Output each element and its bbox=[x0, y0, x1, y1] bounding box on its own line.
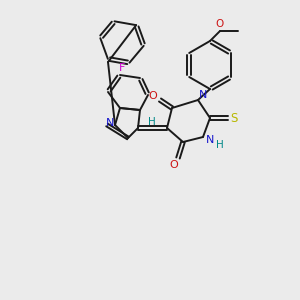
Text: O: O bbox=[148, 91, 158, 101]
Text: N: N bbox=[106, 118, 114, 128]
Text: O: O bbox=[169, 160, 178, 170]
Text: O: O bbox=[215, 19, 223, 29]
Text: H: H bbox=[148, 117, 156, 127]
Text: H: H bbox=[216, 140, 224, 150]
Text: N: N bbox=[199, 90, 207, 100]
Text: N: N bbox=[206, 135, 214, 145]
Text: F: F bbox=[119, 63, 126, 73]
Text: S: S bbox=[230, 112, 238, 124]
